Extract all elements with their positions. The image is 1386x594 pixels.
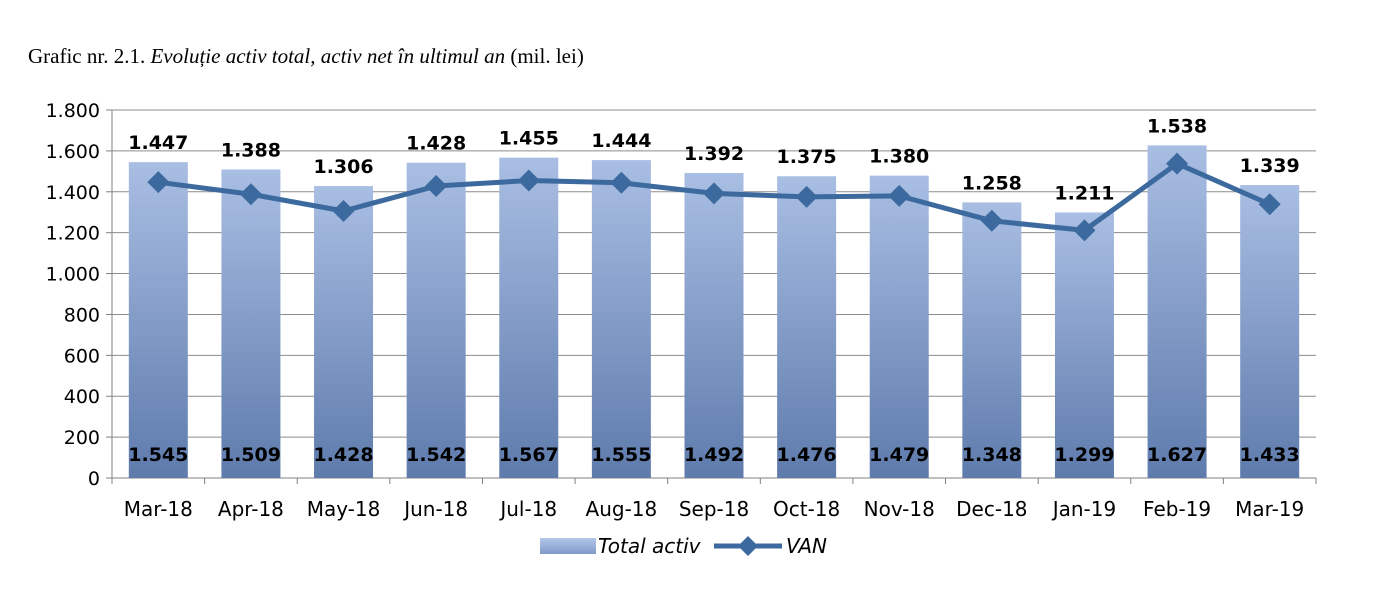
bar-value-label: 1.492 <box>684 444 744 466</box>
legend-label-van: VAN <box>786 534 827 558</box>
bar[interactable] <box>962 202 1022 479</box>
caption-part2: activ total, activ net în ultimul an <box>220 44 506 68</box>
x-tick-label: Nov-18 <box>864 497 935 521</box>
y-tick-label: 800 <box>64 304 100 326</box>
x-tick-label: Apr-18 <box>218 497 284 521</box>
y-tick-label: 600 <box>64 345 100 367</box>
y-tick-label: 1.600 <box>46 141 100 163</box>
legend-swatch-total-activ <box>540 538 596 554</box>
line-value-label: 1.211 <box>1054 182 1114 204</box>
x-tick-label: Jul-18 <box>498 497 557 521</box>
x-tick-label: Feb-19 <box>1143 497 1211 521</box>
y-tick-label: 1.400 <box>46 182 100 204</box>
bar-value-label: 1.542 <box>406 444 466 466</box>
x-tick-label: Mar-19 <box>1235 497 1304 521</box>
legend-marker-van <box>738 536 758 556</box>
van-marker[interactable] <box>888 184 911 207</box>
x-tick-label: Dec-18 <box>956 497 1027 521</box>
x-tick-label: May-18 <box>307 497 381 521</box>
bar-value-label: 1.545 <box>128 444 188 466</box>
bar[interactable] <box>777 176 837 479</box>
bar[interactable] <box>221 169 281 478</box>
van-marker[interactable] <box>610 171 633 194</box>
bar[interactable] <box>591 160 651 479</box>
bar[interactable] <box>499 157 559 478</box>
line-series <box>147 152 1281 242</box>
bar-value-label: 1.299 <box>1054 444 1114 466</box>
chart-caption: Grafic nr. 2.1. Evoluție activ total, ac… <box>28 44 584 69</box>
bar[interactable] <box>406 162 466 478</box>
line-value-label: 1.447 <box>128 132 188 154</box>
data-labels: 1.545 1.509 1.428 1.542 1.567 1.555 1.492 1.476… <box>128 115 1299 466</box>
y-tick-label: 1.200 <box>46 223 100 245</box>
y-tick-label: 1.800 <box>46 100 100 122</box>
bar-value-label: 1.627 <box>1147 444 1207 466</box>
van-marker[interactable] <box>980 209 1003 232</box>
y-tick-label: 400 <box>64 386 100 408</box>
bar-value-label: 1.567 <box>499 444 559 466</box>
caption-prefix: Grafic nr. 2.1. <box>28 44 151 68</box>
line-value-label: 1.392 <box>684 143 744 165</box>
line-value-label: 1.375 <box>777 146 837 168</box>
bar-value-label: 1.433 <box>1240 444 1300 466</box>
line-value-label: 1.428 <box>406 133 466 155</box>
caption-suffix: (mil. lei) <box>505 44 584 68</box>
bar[interactable] <box>128 162 188 478</box>
caption-part1: Evoluție <box>150 44 221 68</box>
line-value-label: 1.444 <box>591 130 651 152</box>
van-marker[interactable] <box>1166 152 1189 175</box>
y-tick-label: 200 <box>64 427 100 449</box>
bar[interactable] <box>1147 145 1207 478</box>
x-tick-label: Mar-18 <box>124 497 193 521</box>
bar[interactable] <box>869 175 929 479</box>
van-marker[interactable] <box>332 199 355 222</box>
line-value-label: 1.306 <box>313 156 373 178</box>
y-tick-label: 0 <box>88 468 100 490</box>
line-value-label: 1.258 <box>962 172 1022 194</box>
van-marker[interactable] <box>425 175 448 198</box>
x-tick-label: Jun-18 <box>402 497 468 521</box>
van-marker[interactable] <box>147 171 170 194</box>
bar[interactable] <box>1054 212 1114 478</box>
line-value-label: 1.388 <box>221 139 281 161</box>
bar-value-label: 1.476 <box>777 444 837 466</box>
x-tick-label: Oct-18 <box>773 497 840 521</box>
line-value-label: 1.339 <box>1240 155 1300 177</box>
van-marker[interactable] <box>703 182 725 205</box>
line-value-label: 1.538 <box>1147 115 1207 137</box>
x-tick-label: Jan-19 <box>1051 497 1117 521</box>
bar[interactable] <box>314 186 374 478</box>
bar-series <box>128 145 1300 479</box>
legend: Total activ VAN <box>540 534 827 558</box>
van-marker[interactable] <box>795 185 818 208</box>
legend-label-total-activ: Total activ <box>598 534 702 558</box>
bar-value-label: 1.509 <box>221 444 281 466</box>
van-marker[interactable] <box>1073 219 1096 242</box>
van-marker[interactable] <box>239 183 262 206</box>
bar-value-label: 1.555 <box>591 444 651 466</box>
van-marker[interactable] <box>517 169 540 192</box>
bar[interactable] <box>1240 185 1300 478</box>
bar-value-label: 1.348 <box>962 444 1022 466</box>
line-value-label: 1.380 <box>869 146 929 168</box>
x-tick-label: Sep-18 <box>679 497 749 521</box>
bar-value-label: 1.428 <box>313 444 373 466</box>
bar-value-label: 1.479 <box>869 444 929 466</box>
x-tick-label: Aug-18 <box>586 497 658 521</box>
van-marker[interactable] <box>1258 193 1281 216</box>
line-value-label: 1.455 <box>499 128 559 150</box>
y-tick-label: 1.000 <box>46 264 100 286</box>
axes: 0 200 400 600 800 1.000 1.200 1.400 1.600 1.800 Ma… <box>46 100 1317 521</box>
bar[interactable] <box>684 172 744 479</box>
